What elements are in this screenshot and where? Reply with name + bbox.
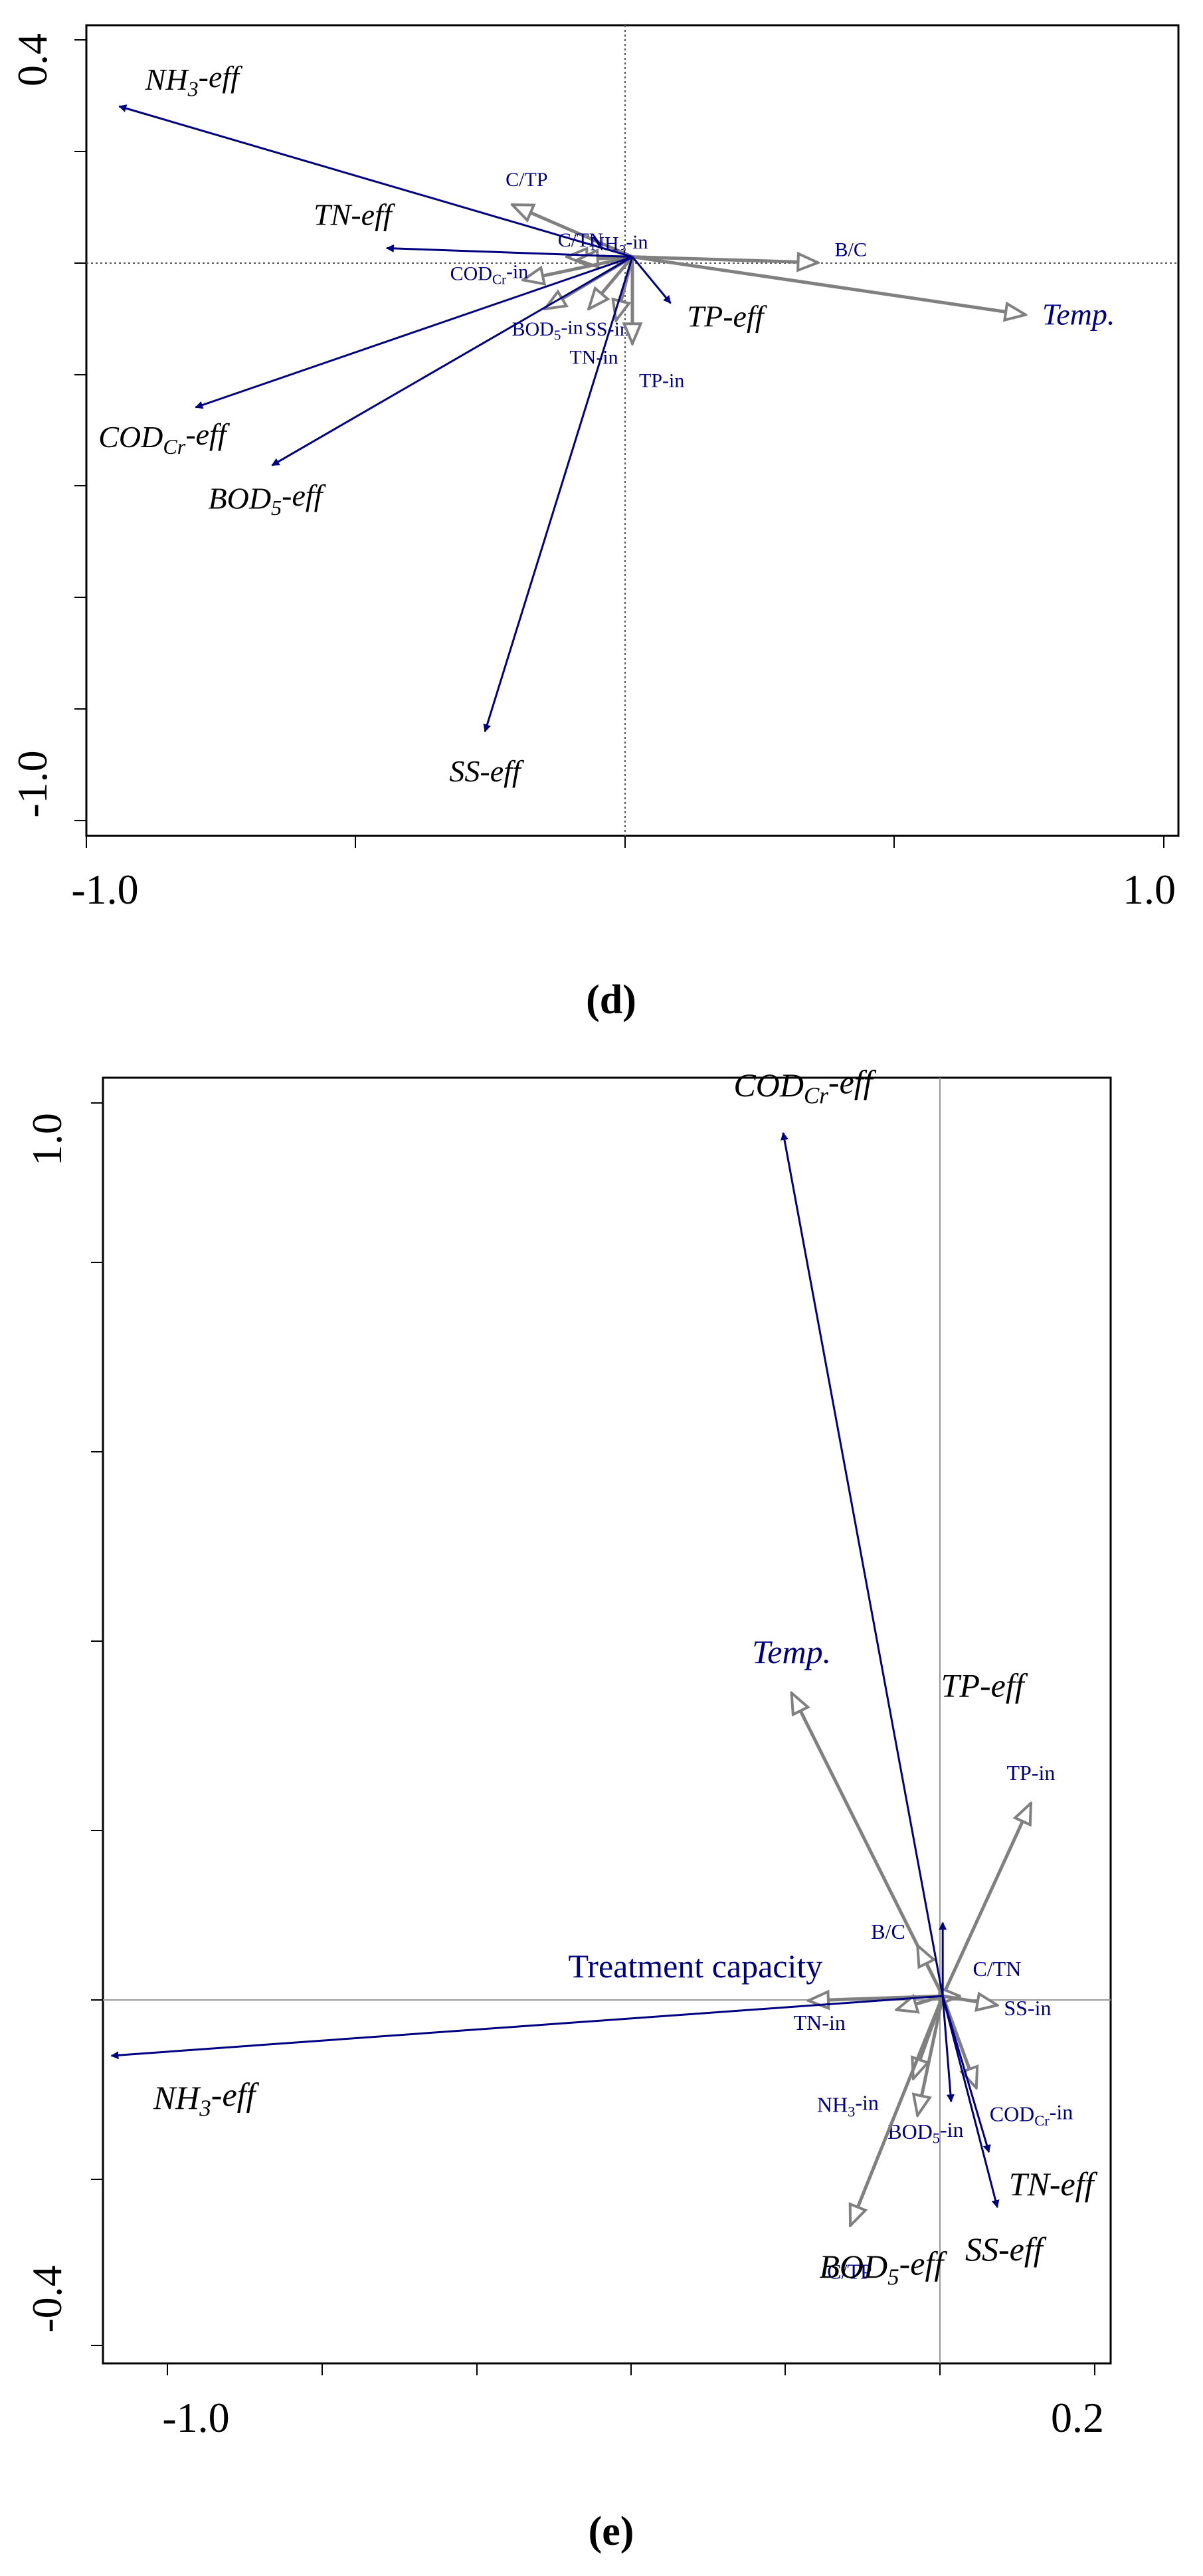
x-ticks: [167, 2363, 1095, 2375]
x-tick-label-max: 0.2: [1051, 2394, 1104, 2441]
response-vector-ss-eff: [941, 1995, 1000, 2209]
response-label-tn-eff: TN-eff: [314, 198, 396, 232]
explanatory-vector-tn-in: [897, 1996, 943, 2010]
explanatory-label-c-tp: C/TP: [827, 2260, 872, 2284]
response-vector-bod5-eff: [941, 1996, 955, 2103]
x-tick-label-max: 1.0: [1123, 866, 1176, 913]
explanatory-vector-ss-in: [589, 255, 634, 309]
explanatory-label-temp-: Temp.: [752, 1633, 831, 1670]
vector-layer: Temp. TP-in B/C C/TN SS-in Treatment capacity…: [110, 1063, 1098, 2290]
explanatory-label-tp-in: TP-in: [639, 369, 684, 391]
explanatory-label-b-c: B/C: [871, 1920, 905, 1943]
response-vector-codcr-eff: [195, 256, 633, 409]
response-label-codcr-eff: CODCr-eff: [98, 417, 231, 458]
explanatory-label-temp-: Temp.: [1042, 298, 1115, 332]
response-label-nh3-eff: NH3-eff: [153, 2076, 260, 2121]
explanatory-label-tp-in: TP-in: [1006, 1761, 1055, 1785]
y-tick-label-min: -1.0: [9, 750, 56, 817]
explanatory-vector-tp-in: [941, 1803, 1033, 1997]
y-tick-label-max: 0.4: [9, 33, 56, 86]
response-label-bod5-eff: BOD5-eff: [819, 2245, 947, 2290]
response-label-bod5-eff: BOD5-eff: [209, 478, 327, 520]
response-label-nh3-eff: NH3-eff: [145, 60, 244, 101]
explanatory-label-nh3-in: NH3-in: [817, 2091, 879, 2120]
explanatory-label-codcr-in: CODCr-in: [450, 261, 529, 288]
explanatory-label-ss-in: SS-in: [1004, 1996, 1051, 2020]
response-vector-codcr-eff: [781, 1132, 944, 1997]
response-label-ss-eff: SS-eff: [449, 754, 525, 788]
x-ticks: [86, 836, 1164, 848]
y-ticks: [91, 1102, 103, 2346]
response-label-tp-eff: TP-eff: [688, 299, 768, 333]
response-vector-nh3-eff: [118, 104, 633, 258]
explanatory-vector-bod5-in: [917, 1995, 945, 2116]
response-label-ss-eff: SS-eff: [965, 2230, 1047, 2268]
explanatory-label-tn-in: TN-in: [794, 2011, 846, 2034]
response-vector-tn-eff: [385, 244, 633, 258]
explanatory-label-c-tn: C/TN: [972, 1957, 1021, 1981]
explanatory-label-treatment-capacity: Treatment capacity: [569, 1947, 823, 1985]
panel-label: (e): [589, 2509, 634, 2554]
explanatory-label-c-tp: C/TP: [506, 169, 547, 191]
explanatory-vector-ss-in: [942, 1996, 997, 2005]
plot-frame: [85, 24, 1180, 837]
panel-d: -1.0 1.0 0.4 -1.0 (d) C/TPNH3-inC/TNCODC…: [9, 24, 1180, 1023]
response-label-tn-eff: TN-eff: [1009, 2165, 1098, 2203]
response-label-tp-eff: TP-eff: [941, 1667, 1028, 1704]
panel-e: -1.0 0.2 1.0 -0.4 (e) Temp. TP-in B/C C/TN S…: [23, 1063, 1112, 2554]
explanatory-label-codcr-in: CODCr-in: [990, 2100, 1073, 2129]
response-vector-tp-eff: [631, 256, 672, 304]
explanatory-label-c-tn: C/TN: [558, 229, 603, 251]
explanatory-vector-b-c: [632, 257, 818, 263]
x-tick-label-min: -1.0: [162, 2394, 229, 2441]
response-label-codcr-eff: CODCr-eff: [733, 1063, 876, 1108]
explanatory-label-tn-in: TN-in: [569, 346, 618, 368]
y-tick-label-min: -0.4: [23, 2265, 70, 2332]
explanatory-vector-c-tp: [850, 1995, 945, 2226]
explanatory-label-bod5-in: BOD5-in: [887, 2118, 963, 2147]
explanatory-vector-temp-: [632, 255, 1026, 315]
y-ticks: [74, 39, 86, 821]
panel-label: (d): [586, 977, 636, 1023]
response-vector-nh3-eff: [110, 1995, 943, 2060]
x-tick-label-min: -1.0: [71, 866, 138, 913]
explanatory-label-b-c: B/C: [834, 239, 866, 260]
response-vector-bod5-eff: [271, 256, 633, 466]
plot-frame: [102, 1076, 1112, 2365]
response-vector-ss-eff: [483, 256, 634, 733]
explanatory-vector-c-tp: [512, 203, 633, 258]
explanatory-vector-codcr-in: [941, 1995, 976, 2088]
y-tick-label-max: 1.0: [23, 1113, 70, 1166]
explanatory-vector-codcr-in: [523, 255, 633, 280]
